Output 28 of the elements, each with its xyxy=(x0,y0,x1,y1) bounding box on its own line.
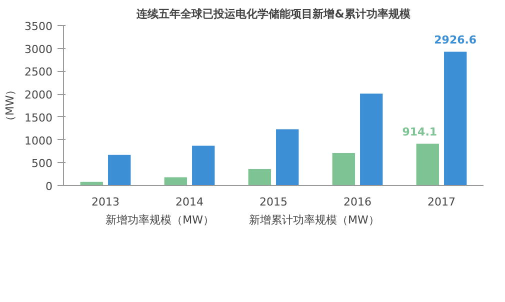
bar xyxy=(416,144,439,186)
bar xyxy=(332,153,355,186)
data-label: 914.1 xyxy=(402,126,438,139)
y-tick-label: 3000 xyxy=(24,42,53,56)
y-tick-label: 0 xyxy=(46,180,52,193)
x-tick-label: 2014 xyxy=(176,196,204,208)
y-tick-label: 500 xyxy=(32,157,53,170)
chart-title: 连续五年全球已投运电化学储能项目新增&累计功率规模 xyxy=(136,8,412,20)
text: 新增累计功率规模（MW） xyxy=(249,212,380,228)
y-tick-label: 3500 xyxy=(24,20,53,33)
x-tick-label: 2013 xyxy=(92,196,120,208)
y-axis-title: （MW） xyxy=(4,84,17,127)
y-tick-label: 1000 xyxy=(24,134,53,148)
data-label: 2926.6 xyxy=(434,34,477,47)
x-tick-label: 2017 xyxy=(428,196,456,208)
bar xyxy=(276,129,299,186)
bar xyxy=(192,146,215,186)
bar xyxy=(360,94,383,186)
y-tick-label: 1500 xyxy=(24,111,53,124)
y-tick-label: 2000 xyxy=(24,88,53,102)
y-tick-label: 2500 xyxy=(24,66,53,79)
bar xyxy=(444,52,467,186)
x-tick-label: 2015 xyxy=(260,196,288,208)
text: 新增功率规模（MW） xyxy=(106,212,214,228)
bar xyxy=(248,169,271,186)
bar xyxy=(108,154,131,186)
bar xyxy=(164,177,187,186)
x-tick-label: 2016 xyxy=(344,196,372,208)
